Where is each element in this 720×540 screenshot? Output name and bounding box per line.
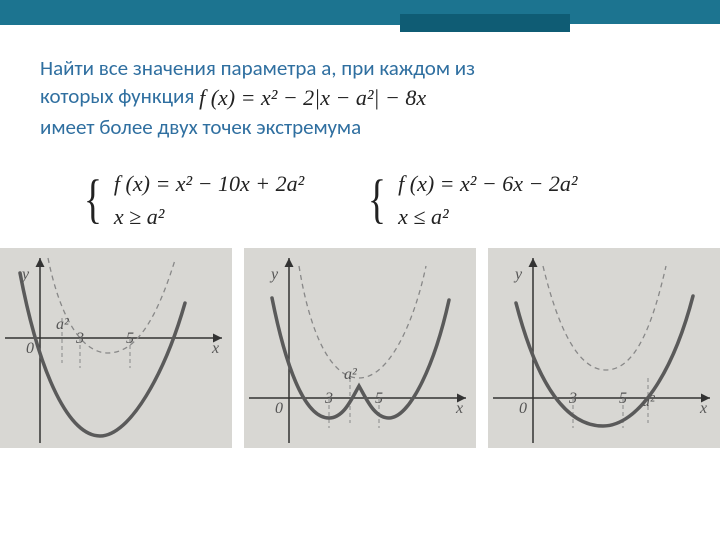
system-1: { f (x) = x² − 10x + 2a² x ≥ a²: [80, 167, 304, 233]
sys2-line2: x ≤ a²: [398, 200, 577, 233]
slide-content: Найти все значения параметра а, при кажд…: [0, 24, 720, 448]
problem-line1: Найти все значения параметра а, при кажд…: [40, 55, 475, 81]
header-accent-block: [400, 14, 570, 32]
graph-panel-1: y x 0 3 5 a²: [0, 248, 232, 448]
brace-icon: {: [84, 178, 102, 221]
problem-line3: имеет более двух точек экстремума: [40, 114, 361, 140]
sys2-line1: f (x) = x² − 6x − 2a²: [398, 167, 577, 200]
graph-row: y x 0 3 5 a² y x 0 3 5 a² y x 0 3 5 a²: [0, 248, 720, 448]
tick-5-label: 5: [126, 330, 134, 348]
sys1-line2: x ≥ a²: [114, 200, 304, 233]
x-axis-label: x: [212, 340, 219, 358]
tick-3-label: 3: [569, 390, 577, 408]
tick-3-label: 3: [325, 390, 333, 408]
problem-statement: Найти все значения параметра а, при кажд…: [40, 54, 680, 142]
a2-label: a²: [344, 366, 357, 384]
graph-panel-2: y x 0 3 5 a²: [244, 248, 476, 448]
x-axis-label: x: [700, 400, 707, 418]
equation-systems: { f (x) = x² − 10x + 2a² x ≥ a² { f (x) …: [80, 167, 680, 233]
origin-label: 0: [275, 400, 283, 418]
y-axis-label: y: [271, 266, 278, 284]
main-formula: f (x) = x² − 2|x − a²| − 8x: [199, 85, 426, 110]
tick-5-label: 5: [619, 390, 627, 408]
problem-line2-prefix: которых функция: [40, 83, 199, 109]
slide-header-bar: [0, 0, 720, 24]
tick-3-label: 3: [76, 330, 84, 348]
x-axis-label: x: [456, 400, 463, 418]
brace-icon: {: [368, 178, 386, 221]
a2-label: a²: [56, 316, 69, 334]
origin-label: 0: [519, 400, 527, 418]
y-axis-label: y: [515, 266, 522, 284]
system-2: { f (x) = x² − 6x − 2a² x ≤ a²: [364, 167, 577, 233]
a2-label: a²: [642, 393, 655, 411]
graph-panel-3: y x 0 3 5 a²: [488, 248, 720, 448]
origin-label: 0: [26, 340, 34, 358]
header-rule: [0, 24, 400, 25]
tick-5-label: 5: [375, 390, 383, 408]
sys1-line1: f (x) = x² − 10x + 2a²: [114, 167, 304, 200]
y-axis-label: y: [22, 266, 29, 284]
